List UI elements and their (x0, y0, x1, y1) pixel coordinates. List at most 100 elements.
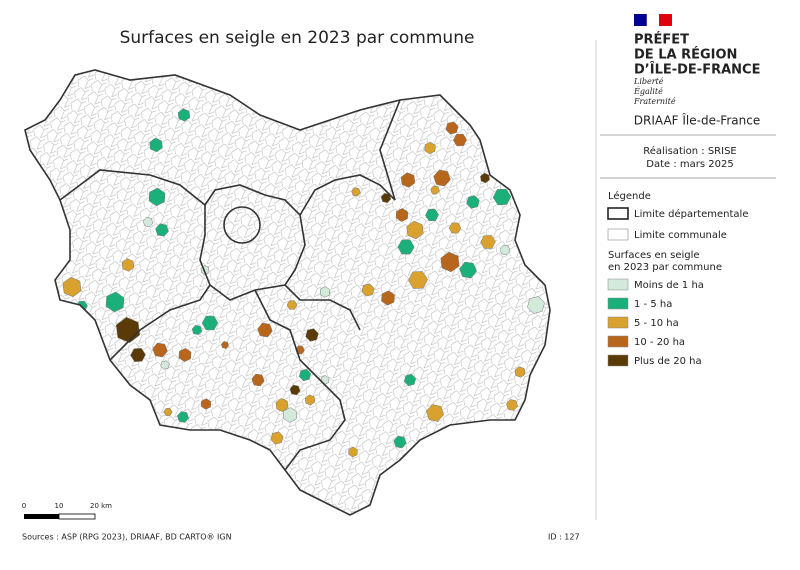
commune (393, 435, 407, 449)
commune (155, 223, 169, 237)
legend-swatch (607, 278, 629, 291)
commune (514, 366, 526, 378)
commune (480, 172, 490, 184)
motto: Liberté Égalité Fraternité (633, 77, 676, 106)
legend-swatch (607, 228, 629, 241)
commune (221, 341, 229, 349)
commune (121, 258, 135, 272)
department-boundaries (24, 69, 551, 516)
legend-swatch (607, 207, 629, 220)
commune (286, 300, 298, 310)
commune (440, 251, 460, 273)
legend-label: Limite communale (634, 230, 727, 241)
legend-swatch (607, 354, 629, 367)
commune (466, 195, 480, 209)
legend-label: 5 - 10 ha (634, 318, 679, 329)
commune (177, 411, 189, 423)
map (24, 69, 551, 516)
commune (130, 348, 146, 362)
scale-label: 0 (22, 502, 26, 510)
motto-line: Liberté (633, 77, 664, 86)
commune (459, 261, 477, 279)
commune (319, 286, 331, 298)
legend-subtitle: Surfaces en seigle (608, 250, 700, 261)
commune (408, 271, 428, 289)
map-title: Surfaces en seigle en 2023 par commune (120, 28, 475, 48)
commune (351, 187, 361, 197)
motto-line: Fraternité (633, 97, 676, 106)
commune (282, 407, 298, 423)
prefecture-line: DE LA RÉGION (634, 47, 737, 63)
commune (453, 133, 467, 147)
commune (430, 185, 440, 195)
legend-label: 1 - 5 ha (634, 299, 672, 310)
commune (527, 296, 545, 314)
commune-patches (62, 108, 545, 458)
commune (425, 208, 439, 222)
credit: Date : mars 2025 (646, 159, 733, 170)
sources: Sources : ASP (RPG 2023), DRIAAF, BD CAR… (22, 533, 232, 542)
commune (480, 235, 496, 249)
scale-label: 10 (55, 502, 64, 510)
commune (361, 283, 375, 297)
logo (634, 13, 672, 27)
commune (304, 394, 316, 406)
commune-boundaries (25, 70, 550, 515)
legend-label: 10 - 20 ha (634, 337, 685, 348)
commune (492, 188, 512, 206)
commune (148, 187, 166, 207)
commune (149, 137, 163, 153)
commune (257, 322, 273, 338)
scale-label: 20 km (90, 502, 112, 510)
commune (448, 222, 462, 234)
commune (270, 431, 284, 445)
legend-title: Légende (608, 190, 651, 202)
commune (305, 328, 319, 342)
prefecture-line: PRÉFET (634, 32, 689, 48)
legend-label: Limite départementale (634, 208, 749, 220)
commune (381, 290, 395, 306)
commune (251, 373, 265, 387)
legend: Légende Limite départementale Limite com… (607, 190, 749, 367)
commune (142, 217, 154, 227)
commune (201, 315, 219, 331)
commune (426, 404, 444, 422)
commune (163, 408, 173, 416)
scale-bar: 0 10 20 km (22, 502, 112, 520)
commune (424, 141, 436, 155)
commune (200, 398, 212, 410)
commune (298, 368, 312, 382)
legend-swatch (607, 297, 629, 310)
commune (275, 398, 289, 412)
commune (105, 291, 125, 313)
commune (62, 276, 82, 298)
commune (177, 108, 191, 122)
commune (403, 373, 417, 387)
motto-line: Égalité (633, 87, 663, 96)
prefecture-line: D’ÎLE-DE-FRANCE (634, 62, 760, 78)
legend-swatch (607, 335, 629, 348)
commune (191, 325, 203, 335)
commune (289, 384, 301, 396)
legend-swatch (607, 316, 629, 329)
commune (397, 239, 415, 255)
legend-label: Moins de 1 ha (634, 280, 704, 291)
commune (160, 360, 170, 370)
commune (152, 342, 168, 358)
commune (400, 172, 416, 188)
credit: Réalisation : SRISE (643, 145, 736, 157)
commune (433, 169, 451, 187)
commune (178, 348, 192, 362)
prefecture-block: PRÉFET DE LA RÉGION D’ÎLE-DE-FRANCE (634, 32, 760, 78)
legend-subtitle: en 2023 par commune (608, 262, 722, 273)
commune (348, 446, 358, 458)
commune (445, 121, 459, 135)
map-id: ID : 127 (548, 533, 580, 542)
commune (395, 208, 409, 222)
commune (406, 220, 424, 240)
legend-label: Plus de 20 ha (634, 356, 702, 367)
commune (506, 399, 518, 411)
commune (499, 244, 511, 256)
organisation: DRIAAF Île-de-France (634, 113, 760, 128)
